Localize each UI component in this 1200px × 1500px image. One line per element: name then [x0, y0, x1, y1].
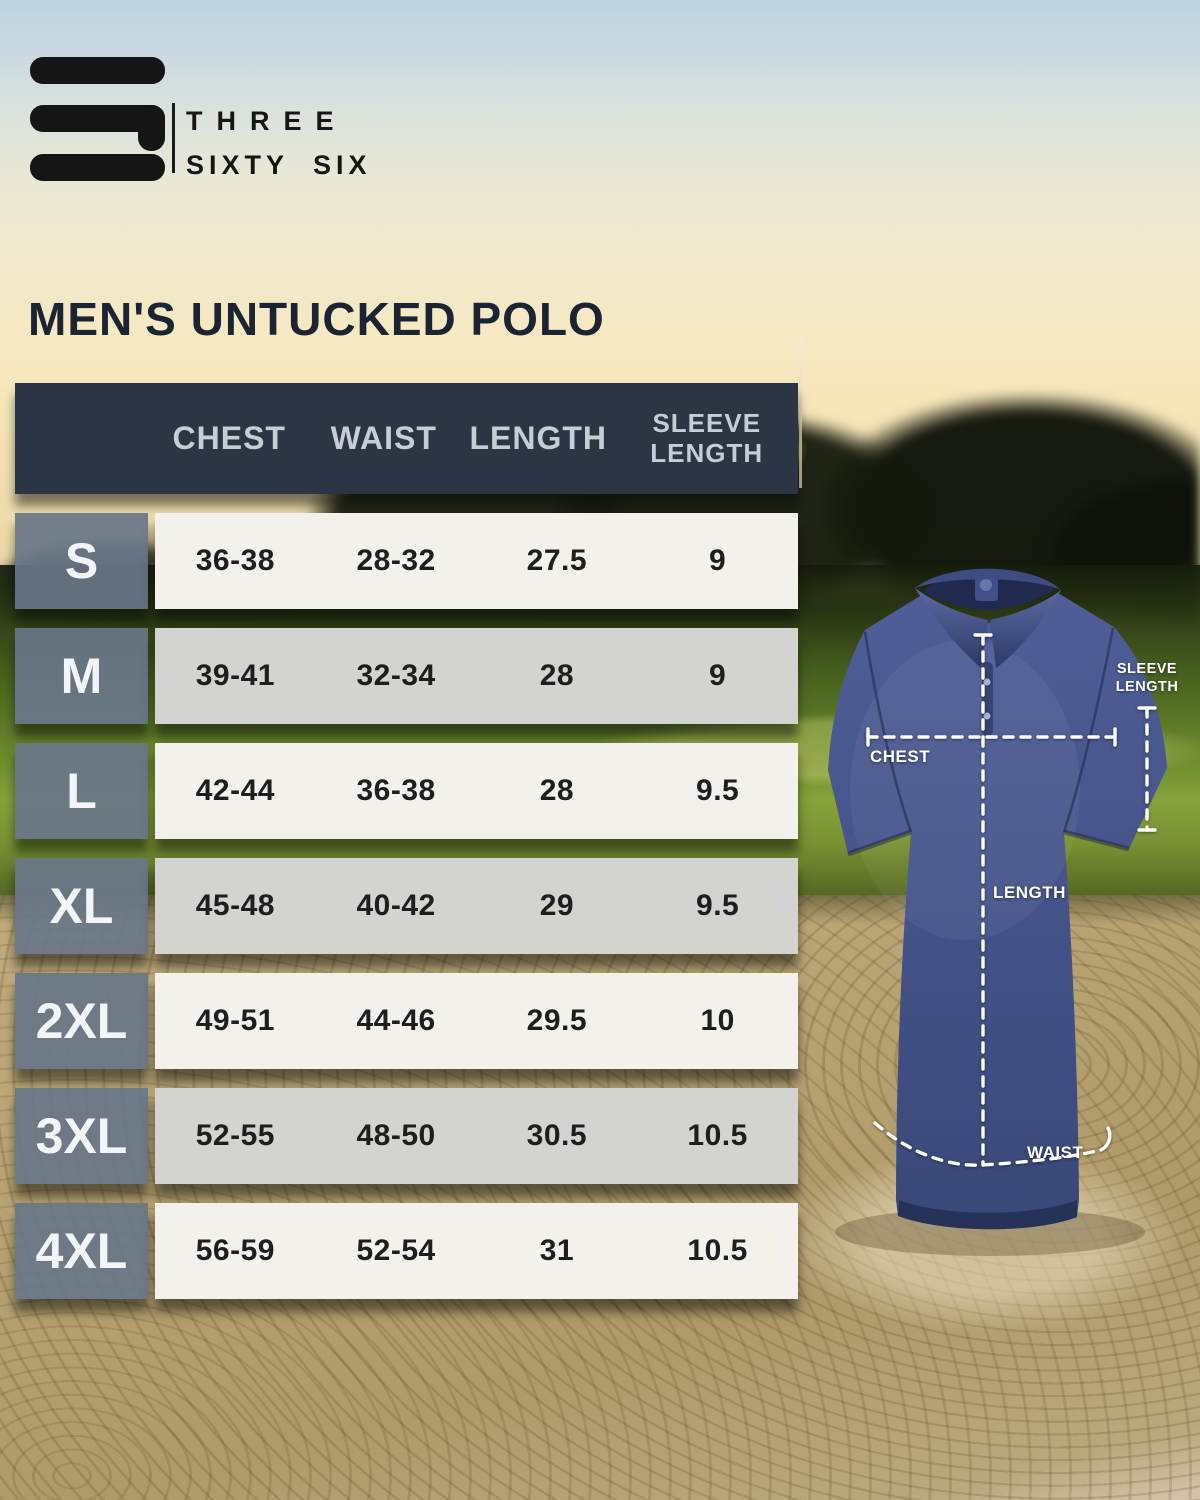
table-row: L 42-44 36-38 28 9.5 [15, 743, 798, 839]
sleeve-measure-label-line1: SLEEVE [1117, 661, 1177, 677]
chest-measure-label: CHEST [870, 747, 930, 766]
length-measure-label: LENGTH [993, 883, 1066, 902]
polo-shirt-diagram: CHEST LENGTH WAIST SLEEVE LENGTH [815, 540, 1185, 1310]
sleeve-value: 10 [700, 1004, 735, 1037]
waist-value: 32-34 [356, 659, 436, 692]
header-cell-length: LENGTH [469, 420, 608, 456]
size-label: 3XL [15, 1088, 148, 1184]
table-row: S 36-38 28-32 27.5 9 [15, 513, 798, 609]
length-value: 29 [539, 889, 575, 922]
size-label: 4XL [15, 1203, 148, 1299]
waist-value: 52-54 [356, 1234, 436, 1267]
length-value: 28 [539, 659, 575, 692]
header-cell-waist: WAIST [330, 420, 437, 456]
chest-value: 49-51 [195, 1004, 275, 1037]
waist-measure-label: WAIST [1027, 1143, 1083, 1162]
size-chart-table: CHEST WAIST LENGTH SLEEVE LENGTH S 36-38… [15, 383, 798, 1299]
size-label: S [15, 513, 148, 609]
table-row: M 39-41 32-34 28 9 [15, 628, 798, 724]
brand-logo: THREE SIXTY SIX [30, 50, 430, 190]
measurement-annotations: CHEST LENGTH WAIST SLEEVE LENGTH [866, 633, 1179, 1167]
size-label: XL [15, 858, 148, 954]
sleeve-value: 10.5 [687, 1119, 748, 1152]
flagpole [799, 338, 802, 488]
waist-value: 28-32 [356, 544, 436, 577]
three-bars-s-icon [30, 57, 165, 181]
chest-value: 39-41 [195, 659, 275, 692]
sleeve-value: 9 [709, 544, 727, 577]
length-value: 28 [539, 774, 575, 807]
sleeve-value: 9 [709, 659, 727, 692]
waist-value: 36-38 [356, 774, 436, 807]
logo-divider [172, 103, 175, 173]
waist-measure-line [873, 1121, 1103, 1167]
sleeve-measure-label-line2: LENGTH [1116, 679, 1179, 695]
header-cell-sleeve-length: SLEEVE LENGTH [650, 408, 764, 468]
waist-value: 44-46 [356, 1004, 436, 1037]
sleeve-value: 9.5 [696, 889, 740, 922]
size-label: L [15, 743, 148, 839]
chest-value: 42-44 [195, 774, 275, 807]
waist-value: 40-42 [356, 889, 436, 922]
header-cell-chest: CHEST [172, 420, 286, 456]
length-value: 27.5 [526, 544, 588, 577]
chest-value: 45-48 [195, 889, 275, 922]
table-header: CHEST WAIST LENGTH SLEEVE LENGTH [15, 383, 798, 494]
table-row: 4XL 56-59 52-54 31 10.5 [15, 1203, 798, 1299]
table-row: 2XL 49-51 44-46 29.5 10 [15, 973, 798, 1069]
chest-value: 52-55 [195, 1119, 275, 1152]
table-row: XL 45-48 40-42 29 9.5 [15, 858, 798, 954]
page-title: MEN'S UNTUCKED POLO [28, 293, 605, 345]
length-value: 31 [539, 1234, 575, 1267]
sleeve-value: 9.5 [696, 774, 740, 807]
brand-name-line1: THREE [186, 106, 348, 136]
length-value: 29.5 [526, 1004, 588, 1037]
brand-name-line2: SIXTY SIX [186, 150, 372, 180]
length-value: 30.5 [526, 1119, 588, 1152]
size-label: 2XL [15, 973, 148, 1069]
polo-shirt-graphic: CHEST LENGTH WAIST SLEEVE LENGTH [828, 568, 1179, 1256]
table-row: 3XL 52-55 48-50 30.5 10.5 [15, 1088, 798, 1184]
size-label: M [15, 628, 148, 724]
chest-value: 36-38 [195, 544, 275, 577]
sleeve-value: 10.5 [687, 1234, 748, 1267]
waist-value: 48-50 [356, 1119, 436, 1152]
chest-value: 56-59 [195, 1234, 275, 1267]
